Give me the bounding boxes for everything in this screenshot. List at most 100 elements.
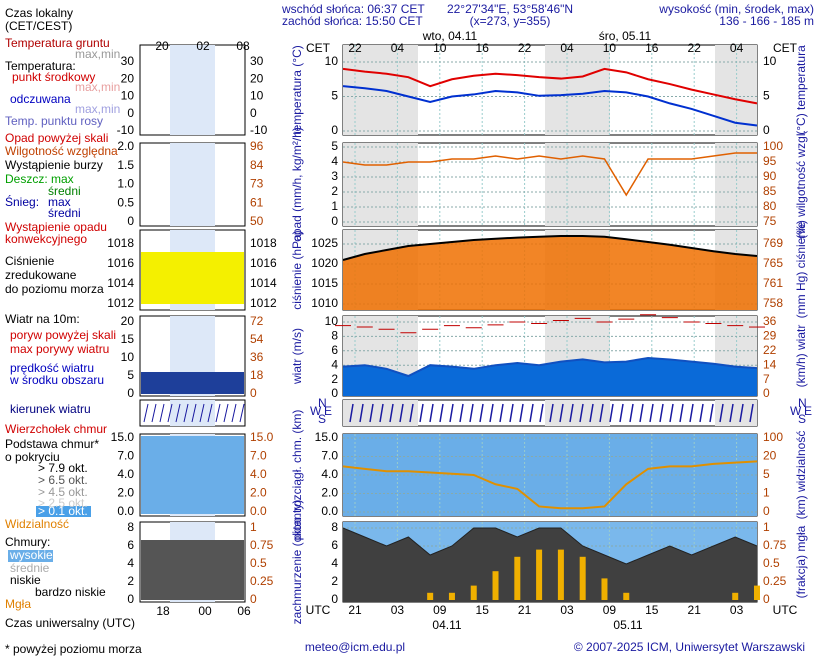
y2-tick-label: 1 — [763, 520, 770, 534]
legend-text: bardzo niskie — [35, 585, 106, 599]
left-axis-label: ciśnienie (hPa) — [290, 230, 304, 309]
right-axis-label: (%) wilgotność wzgl. — [794, 130, 808, 239]
zone: CET — [306, 41, 331, 55]
legend-text: Podstawa chmur* — [5, 437, 99, 451]
mini-tick: 1012 — [107, 296, 134, 310]
right-axis-label: (frakcja) mgła — [794, 525, 808, 598]
mini-wind-arrow — [183, 403, 189, 423]
utc-tick: 03 — [560, 603, 574, 617]
compass: N — [318, 396, 327, 410]
y-tick-label: 1 — [331, 199, 338, 213]
night-band — [715, 143, 757, 226]
y2-tick-label: 0.25 — [763, 574, 787, 588]
fog-bar — [427, 592, 434, 600]
wind-arrow — [349, 403, 354, 423]
wind-arrow — [479, 403, 484, 423]
mini-pressure — [141, 252, 244, 304]
footer-email: meteo@icm.edu.pl — [305, 640, 405, 654]
y-tick-label: 5 — [331, 139, 338, 153]
wind-arrow — [689, 403, 694, 423]
elevation: wysokość (min, środek, max) — [658, 2, 814, 16]
cet-tick: 22 — [348, 41, 362, 55]
mini-day — [170, 400, 215, 426]
y2-tick-label: 75 — [763, 214, 777, 228]
compass: E — [804, 404, 812, 418]
compass: W — [310, 404, 322, 418]
coords: (x=273, y=355) — [470, 14, 551, 28]
mini-tick: 1014 — [107, 276, 134, 290]
legend-text: Deszcz: max — [5, 172, 74, 186]
legend-text: max,min — [75, 80, 120, 94]
mini-tick2: 84 — [250, 158, 264, 172]
y-tick-label: 0 — [331, 214, 338, 228]
cet-tick: 16 — [645, 41, 659, 55]
mini-tick2: 1 — [250, 520, 257, 534]
y-tick-label: 0.0 — [321, 504, 338, 518]
wind-arrow — [539, 403, 544, 423]
mini-tick2: 2.0 — [250, 486, 267, 500]
y2-tick-label: 10 — [763, 54, 777, 68]
y-tick-label: 2.0 — [321, 486, 338, 500]
legend-text: w środku obszaru — [9, 373, 104, 387]
right-axis-label: (km) widzialność — [794, 431, 808, 520]
right-axis-label: (°C) temperatura — [794, 45, 808, 135]
wind-arrow — [639, 403, 644, 423]
legend-text: > 6.5 okt. — [38, 473, 88, 487]
wind-arrow — [429, 403, 434, 423]
wind-arrow — [519, 403, 524, 423]
mini-day — [170, 45, 215, 135]
mini-bottom: 18 — [156, 604, 170, 618]
day-bottom: 04.11 — [432, 618, 461, 632]
mini-tick2: 4.0 — [250, 467, 267, 481]
y-tick-label: 0 — [331, 123, 338, 137]
legend-text: odczuwana — [10, 92, 71, 106]
compass: E — [324, 404, 332, 418]
y-tick-label: 10 — [325, 314, 339, 328]
y2-tick-label: 22 — [763, 343, 777, 357]
y-tick-label: 7.0 — [321, 449, 338, 463]
cloud-bg — [343, 434, 757, 516]
y-tick-label: 3 — [331, 169, 338, 183]
mini-wind-arrow — [239, 403, 245, 423]
fog-bar — [470, 585, 477, 600]
mini-tick: 1016 — [107, 256, 134, 270]
y-tick-label: 10 — [325, 54, 339, 68]
mini-tick2: 10 — [250, 89, 264, 103]
utc-tick: 15 — [476, 603, 490, 617]
legend-text: średni — [48, 206, 81, 220]
mini-tick2: 1014 — [250, 276, 277, 290]
legend-text: zredukowane — [5, 268, 77, 282]
y2-tick-label: 765 — [763, 256, 783, 270]
utc-tick: 15 — [645, 603, 659, 617]
night-band — [545, 400, 610, 426]
wind-arrow — [649, 403, 654, 423]
y-tick-label: 2 — [331, 184, 338, 198]
cet-tick: 16 — [476, 41, 490, 55]
cet-tick: 04 — [560, 41, 574, 55]
legend-text: o pokryciu — [5, 450, 60, 464]
y2-tick-label: 14 — [763, 357, 777, 371]
night-band — [343, 400, 418, 426]
y2-tick-label: 758 — [763, 296, 783, 310]
mini-wind-arrow — [215, 403, 221, 423]
wind-arrow — [549, 403, 554, 423]
wind-arrow — [619, 403, 624, 423]
legend-text: do poziomu morza — [5, 282, 104, 296]
fog-bar — [579, 556, 586, 600]
wind-arrow — [629, 403, 634, 423]
y-tick-label: 5 — [331, 89, 338, 103]
utc-tick: 09 — [433, 603, 447, 617]
utc-tick: 09 — [603, 603, 617, 617]
legend-text: > 7.9 okt. — [38, 461, 88, 475]
wind-arrow — [369, 403, 374, 423]
legend-text: średnie — [10, 561, 50, 575]
legend-text: Mgła — [5, 597, 31, 611]
mini-tick2: 1012 — [250, 296, 277, 310]
y-tick-label: 1025 — [311, 236, 338, 250]
legend-text: (CET/CEST) — [5, 19, 72, 33]
legend-text: max,min — [75, 47, 120, 61]
temp-line — [342, 85, 758, 127]
compass: N — [798, 396, 807, 410]
wind-arrow — [719, 403, 724, 423]
